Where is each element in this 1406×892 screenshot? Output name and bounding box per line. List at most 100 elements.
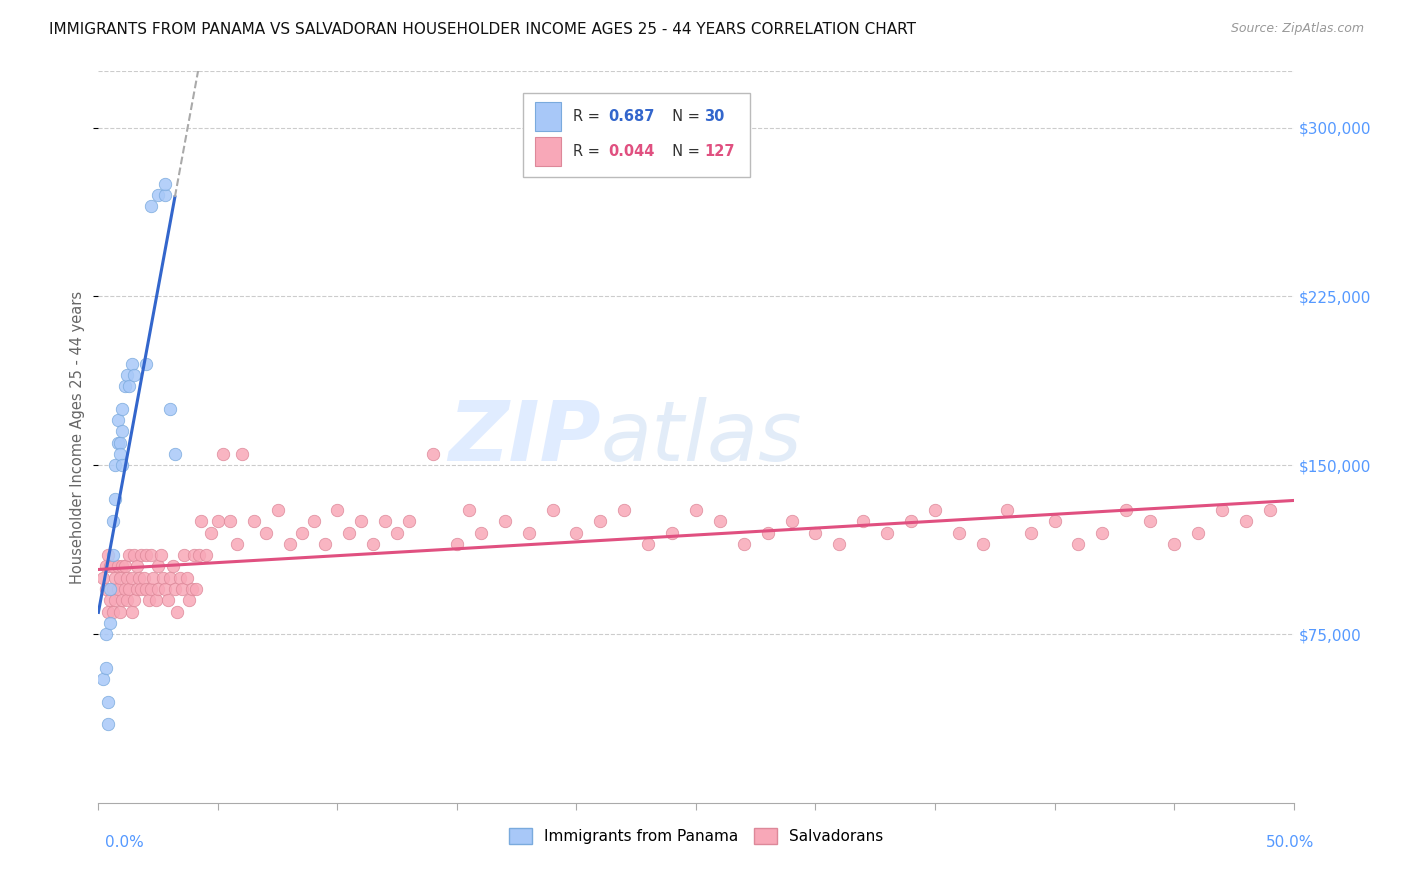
Point	[339, 525, 361, 540]
Point	[104, 491, 127, 506]
Point	[108, 605, 131, 619]
Point	[101, 515, 124, 529]
Point	[111, 559, 134, 574]
Point	[149, 548, 172, 562]
Point	[162, 559, 184, 574]
Point	[94, 559, 117, 574]
Text: 0.687: 0.687	[609, 109, 655, 124]
Point	[179, 593, 201, 607]
Text: N =: N =	[662, 109, 704, 124]
Point	[326, 503, 349, 517]
Point	[1043, 515, 1066, 529]
Point	[211, 447, 233, 461]
Point	[219, 515, 242, 529]
Point	[278, 537, 301, 551]
Point	[780, 515, 803, 529]
Point	[98, 582, 122, 596]
Point	[226, 537, 249, 551]
Point	[155, 177, 177, 191]
Point	[111, 593, 134, 607]
Point	[876, 525, 898, 540]
Point	[104, 458, 127, 473]
Point	[972, 537, 994, 551]
Point	[101, 548, 124, 562]
Point	[159, 571, 181, 585]
Point	[315, 537, 337, 551]
Point	[91, 571, 114, 585]
Point	[385, 525, 409, 540]
Point	[243, 515, 266, 529]
Point	[148, 582, 170, 596]
Point	[1139, 515, 1161, 529]
Point	[94, 627, 117, 641]
Point	[121, 605, 143, 619]
Point	[128, 571, 150, 585]
Point	[254, 525, 277, 540]
Point	[121, 357, 143, 371]
Point	[172, 582, 194, 596]
Point	[132, 571, 155, 585]
Point	[108, 571, 131, 585]
Point	[98, 615, 122, 630]
Point	[101, 605, 124, 619]
Point	[900, 515, 922, 529]
Point	[1067, 537, 1090, 551]
Point	[118, 582, 141, 596]
Point	[207, 515, 229, 529]
Point	[115, 593, 138, 607]
Point	[101, 559, 124, 574]
Point	[1258, 503, 1281, 517]
Text: N =: N =	[662, 145, 704, 160]
Point	[108, 435, 131, 450]
Point	[494, 515, 516, 529]
Point	[107, 582, 129, 596]
Point	[135, 357, 157, 371]
Point	[124, 368, 146, 383]
Point	[422, 447, 444, 461]
Point	[1115, 503, 1137, 517]
Point	[163, 582, 186, 596]
Point	[111, 458, 134, 473]
Point	[131, 548, 153, 562]
Point	[661, 525, 683, 540]
Text: R =: R =	[572, 109, 605, 124]
Point	[101, 582, 124, 596]
Point	[374, 515, 396, 529]
Point	[107, 435, 129, 450]
Point	[995, 503, 1018, 517]
Point	[152, 571, 174, 585]
Point	[98, 559, 122, 574]
Point	[733, 537, 755, 551]
Point	[97, 605, 120, 619]
Point	[125, 582, 148, 596]
Point	[166, 605, 188, 619]
Point	[159, 401, 181, 416]
Point	[135, 582, 157, 596]
Point	[107, 559, 129, 574]
Point	[111, 401, 134, 416]
Point	[155, 188, 177, 202]
Point	[231, 447, 253, 461]
Point	[302, 515, 325, 529]
Text: 127: 127	[704, 145, 735, 160]
Point	[517, 525, 540, 540]
Point	[104, 593, 127, 607]
Point	[135, 548, 157, 562]
Point	[589, 515, 612, 529]
Text: 30: 30	[704, 109, 724, 124]
Point	[107, 413, 129, 427]
Point	[173, 548, 195, 562]
Point	[267, 503, 290, 517]
Text: atlas: atlas	[600, 397, 801, 477]
Point	[139, 582, 162, 596]
Text: IMMIGRANTS FROM PANAMA VS SALVADORAN HOUSEHOLDER INCOME AGES 25 - 44 YEARS CORRE: IMMIGRANTS FROM PANAMA VS SALVADORAN HOU…	[49, 22, 917, 37]
Point	[139, 548, 162, 562]
Bar	[534, 137, 561, 167]
Point	[828, 537, 851, 551]
Point	[118, 379, 141, 393]
Point	[1019, 525, 1042, 540]
Point	[1091, 525, 1114, 540]
Point	[200, 525, 222, 540]
Point	[398, 515, 420, 529]
Point	[148, 188, 170, 202]
